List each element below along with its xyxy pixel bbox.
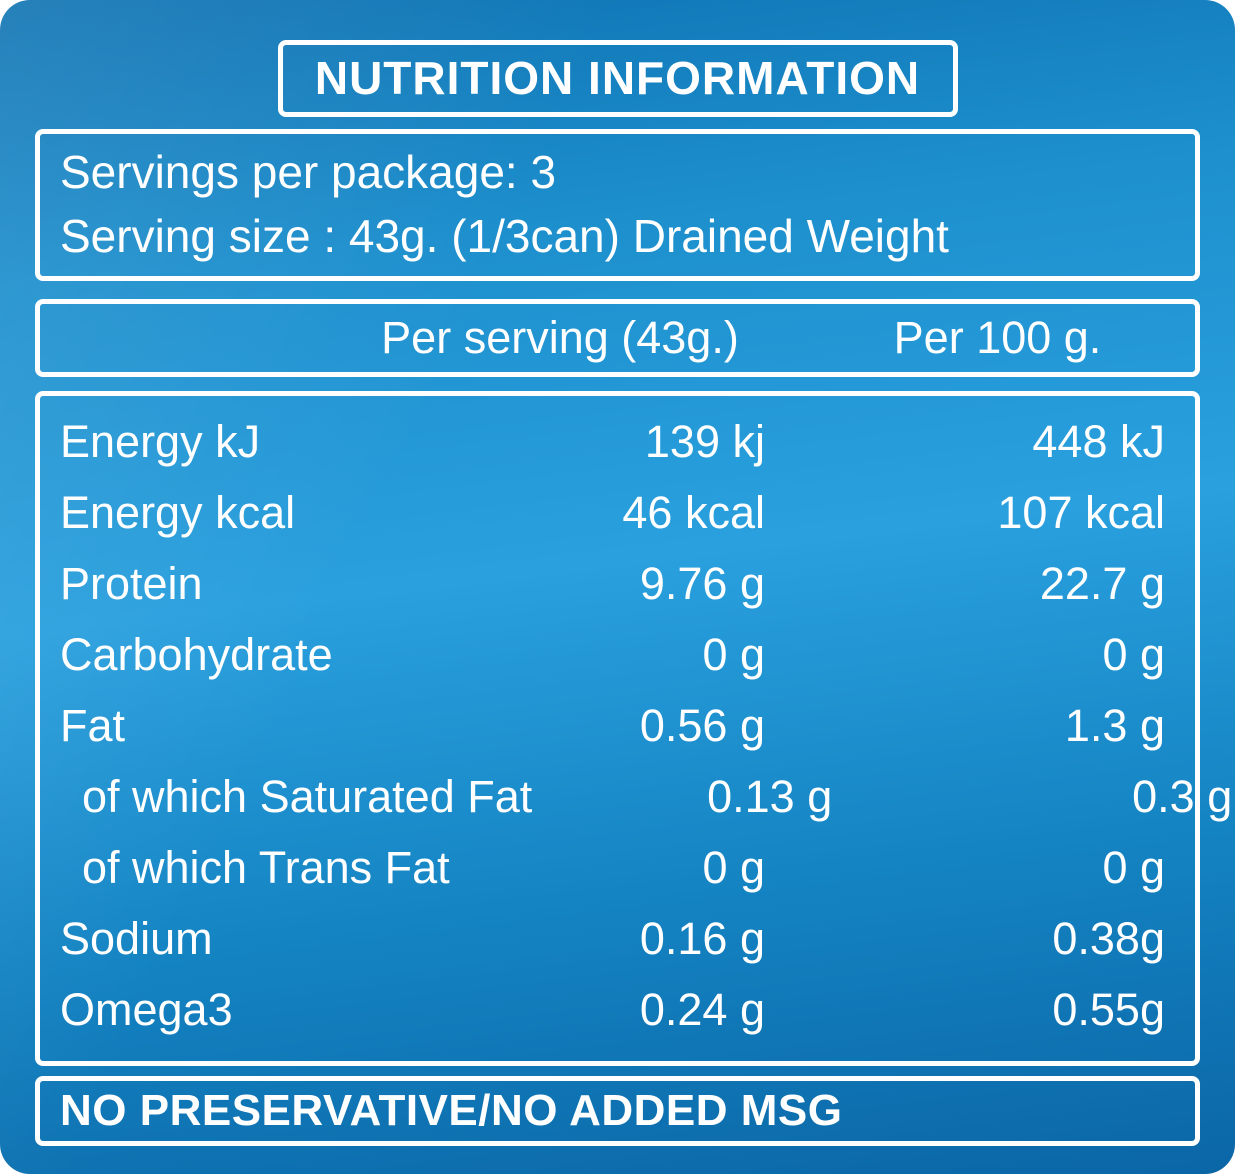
per-100g-value: 0.55g bbox=[1052, 984, 1165, 1036]
servings-per-package: Servings per package: 3 bbox=[60, 146, 557, 199]
table-row: of which Saturated Fat 0.13 g 0.3 g bbox=[60, 761, 1232, 832]
page-title: NUTRITION INFORMATION bbox=[314, 52, 921, 104]
title-box: NUTRITION INFORMATION bbox=[277, 40, 958, 118]
per-serving-value: 139 kj bbox=[644, 416, 765, 468]
per-serving-value: 46 kcal bbox=[622, 487, 765, 539]
table-row: Carbohydrate 0 g 0 g bbox=[60, 619, 1165, 690]
per-serving-value: 0.24 g bbox=[639, 984, 765, 1036]
per-100g-value: 0.3 g bbox=[1132, 771, 1233, 823]
per-100g-value: 107 kcal bbox=[997, 487, 1165, 539]
per-serving-value: 9.76 g bbox=[639, 558, 765, 610]
table-row: of which Trans Fat 0 g 0 g bbox=[60, 832, 1165, 903]
footer-text: NO PRESERVATIVE/NO ADDED MSG bbox=[60, 1086, 843, 1136]
row-label: Fat bbox=[60, 700, 126, 752]
row-label: Omega3 bbox=[60, 984, 233, 1036]
table-row: Fat 0.56 g 1.3 g bbox=[60, 690, 1165, 761]
per-100g-value: 0 g bbox=[1102, 629, 1165, 681]
table-row: Sodium 0.16 g 0.38g bbox=[60, 903, 1165, 974]
table-row: Energy kJ 139 kj 448 kJ bbox=[60, 406, 1165, 477]
per-100g-value: 22.7 g bbox=[1039, 558, 1165, 610]
per-serving-value: 0.16 g bbox=[639, 913, 765, 965]
table-row: Energy kcal 46 kcal 107 kcal bbox=[60, 477, 1165, 548]
per-serving-value: 0 g bbox=[702, 842, 765, 894]
row-label: of which Saturated Fat bbox=[82, 771, 533, 823]
per-100g-value: 0.38g bbox=[1052, 913, 1165, 965]
row-label: Sodium bbox=[60, 913, 213, 965]
per-100g-value: 0 g bbox=[1102, 842, 1165, 894]
per-serving-value: 0.13 g bbox=[707, 771, 833, 823]
per-100g-value: 1.3 g bbox=[1064, 700, 1165, 752]
per-100g-header: Per 100 g. bbox=[893, 312, 1102, 364]
row-label: Energy kcal bbox=[60, 487, 296, 539]
row-label: Protein bbox=[60, 558, 203, 610]
row-label: of which Trans Fat bbox=[82, 842, 450, 894]
per-serving-header: Per serving (43g.) bbox=[381, 312, 739, 364]
footer-box: NO PRESERVATIVE/NO ADDED MSG bbox=[35, 1076, 1200, 1147]
column-header-box: Per serving (43g.) Per 100 g. bbox=[35, 299, 1200, 378]
table-row: Omega3 0.24 g 0.55g bbox=[60, 974, 1165, 1045]
table-row: Protein 9.76 g 22.7 g bbox=[60, 548, 1165, 619]
column-header-spacer bbox=[40, 308, 320, 368]
nutrition-table: Energy kJ 139 kj 448 kJ Energy kcal 46 k… bbox=[35, 391, 1232, 1067]
per-serving-value: 0 g bbox=[702, 629, 765, 681]
servings-box: Servings per package: 3 Serving size : 4… bbox=[35, 129, 1200, 282]
row-label: Carbohydrate bbox=[60, 629, 333, 681]
per-100g-value: 448 kJ bbox=[1032, 416, 1165, 468]
serving-size: Serving size : 43g. (1/3can) Drained Wei… bbox=[60, 210, 949, 263]
per-serving-value: 0.56 g bbox=[639, 700, 765, 752]
row-label: Energy kJ bbox=[60, 416, 261, 468]
